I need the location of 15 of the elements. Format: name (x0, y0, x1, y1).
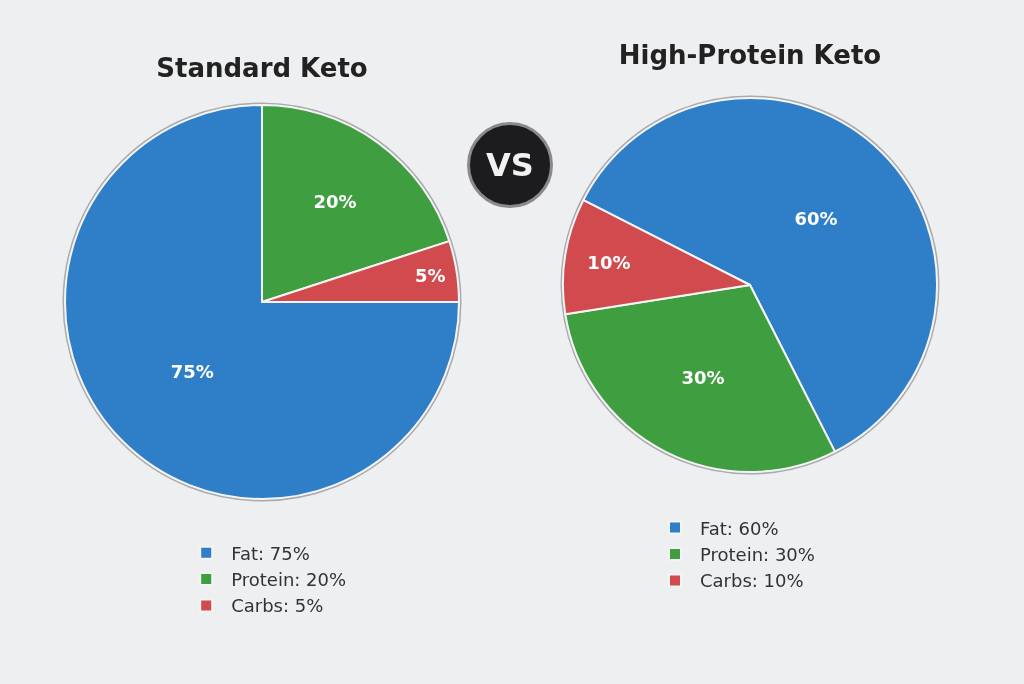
legend-label: Carbs: 5% (231, 595, 324, 617)
chart-title: High-Protein Keto (618, 40, 882, 71)
data-label: 20% (313, 191, 357, 213)
data-label: 60% (794, 208, 838, 230)
data-label: 75% (170, 361, 214, 383)
legend-label: Fat: 75% (231, 542, 310, 564)
legend-label: Carbs: 10% (700, 570, 804, 592)
legend-label: Fat: 60% (700, 517, 779, 539)
legend-label: Protein: 20% (231, 569, 347, 591)
legend-label: Protein: 30% (700, 544, 815, 566)
data-label: 30% (681, 366, 725, 388)
data-label: 5% (414, 264, 446, 286)
text: VS (486, 146, 534, 184)
chart-title: Standard Keto (156, 53, 368, 84)
data-label: 10% (587, 252, 631, 274)
